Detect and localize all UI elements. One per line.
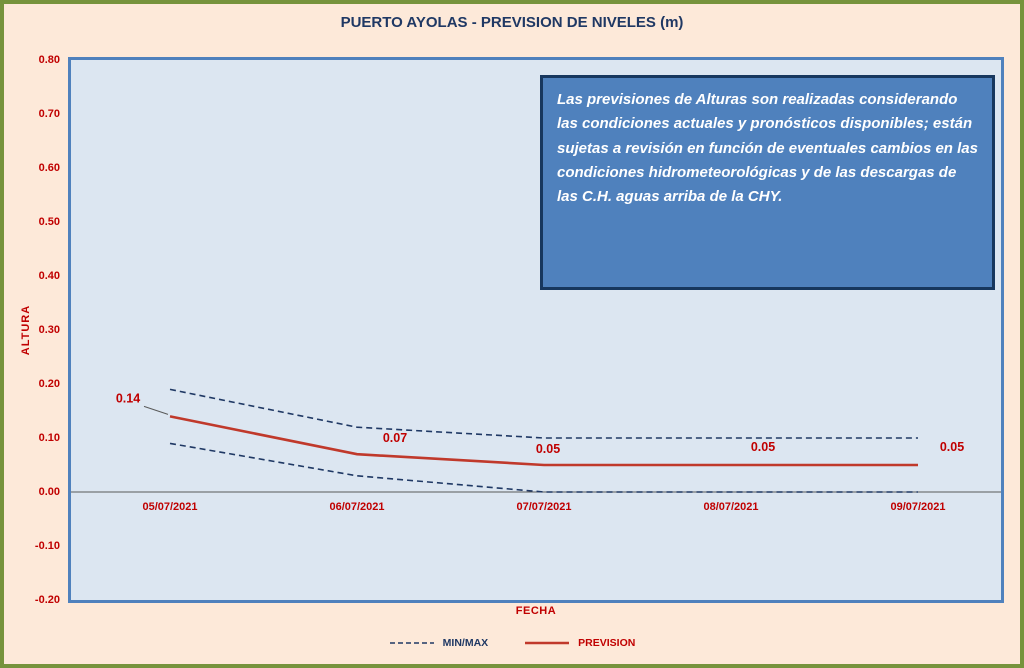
page-title: PUERTO AYOLAS - PREVISION DE NIVELES (m) (340, 14, 684, 31)
data-label: 0.07 (383, 431, 407, 445)
legend-item-minmax: MIN/MAX (389, 637, 489, 649)
data-label: 0.05 (536, 442, 560, 456)
x-tick-label: 05/07/2021 (142, 501, 197, 513)
chart-legend: MIN/MAX PREVISION (4, 637, 1020, 649)
y-axis-ticks: 0.80 0.70 0.60 0.50 0.40 0.30 0.20 0.10 0.00 -0.1… (4, 54, 62, 606)
forecast-note: Las previsiones de Alturas son realizada… (540, 75, 995, 290)
y-tick-label: 0.30 (38, 324, 60, 336)
x-axis-title: FECHA (515, 605, 557, 617)
y-tick-label: 0.00 (38, 486, 60, 498)
prevision-line-sample-icon (525, 641, 570, 645)
x-tick-label: 06/07/2021 (329, 501, 384, 513)
legend-label-minmax: MIN/MAX (442, 637, 489, 649)
series-line-prevision (169, 415, 918, 467)
data-label: 0.14 (116, 391, 140, 405)
y-tick-label: -0.20 (34, 594, 60, 606)
label-leader-line (143, 405, 169, 415)
series-line-max (169, 388, 918, 439)
y-tick-label: 0.40 (38, 270, 60, 282)
y-tick-label: 0.10 (38, 432, 60, 444)
legend-item-prevision: PREVISION (524, 637, 635, 649)
x-tick-label: 09/07/2021 (890, 501, 945, 513)
y-tick-label: 0.50 (38, 216, 60, 228)
forecast-note-text: Las previsiones de Alturas son realizada… (557, 91, 978, 206)
x-tick-label: 08/07/2021 (703, 501, 758, 513)
data-label: 0.05 (751, 440, 775, 454)
y-tick-label: 0.80 (38, 54, 60, 66)
data-label: 0.05 (940, 440, 964, 454)
y-tick-label: 0.70 (38, 108, 60, 120)
level-forecast-chart: 05/07/2021 06/07/2021 07/07/2021 08/07/2021… (71, 388, 1001, 513)
y-tick-label: 0.60 (38, 162, 60, 174)
legend-label-prevision: PREVISION (578, 637, 636, 649)
plot-area: 05/07/2021 06/07/2021 07/07/2021 08/07/2021… (68, 57, 1004, 603)
x-tick-label: 07/07/2021 (516, 501, 571, 513)
y-tick-label: -0.10 (34, 540, 60, 552)
y-tick-label: 0.20 (38, 378, 60, 390)
minmax-line-sample-icon (389, 642, 434, 644)
